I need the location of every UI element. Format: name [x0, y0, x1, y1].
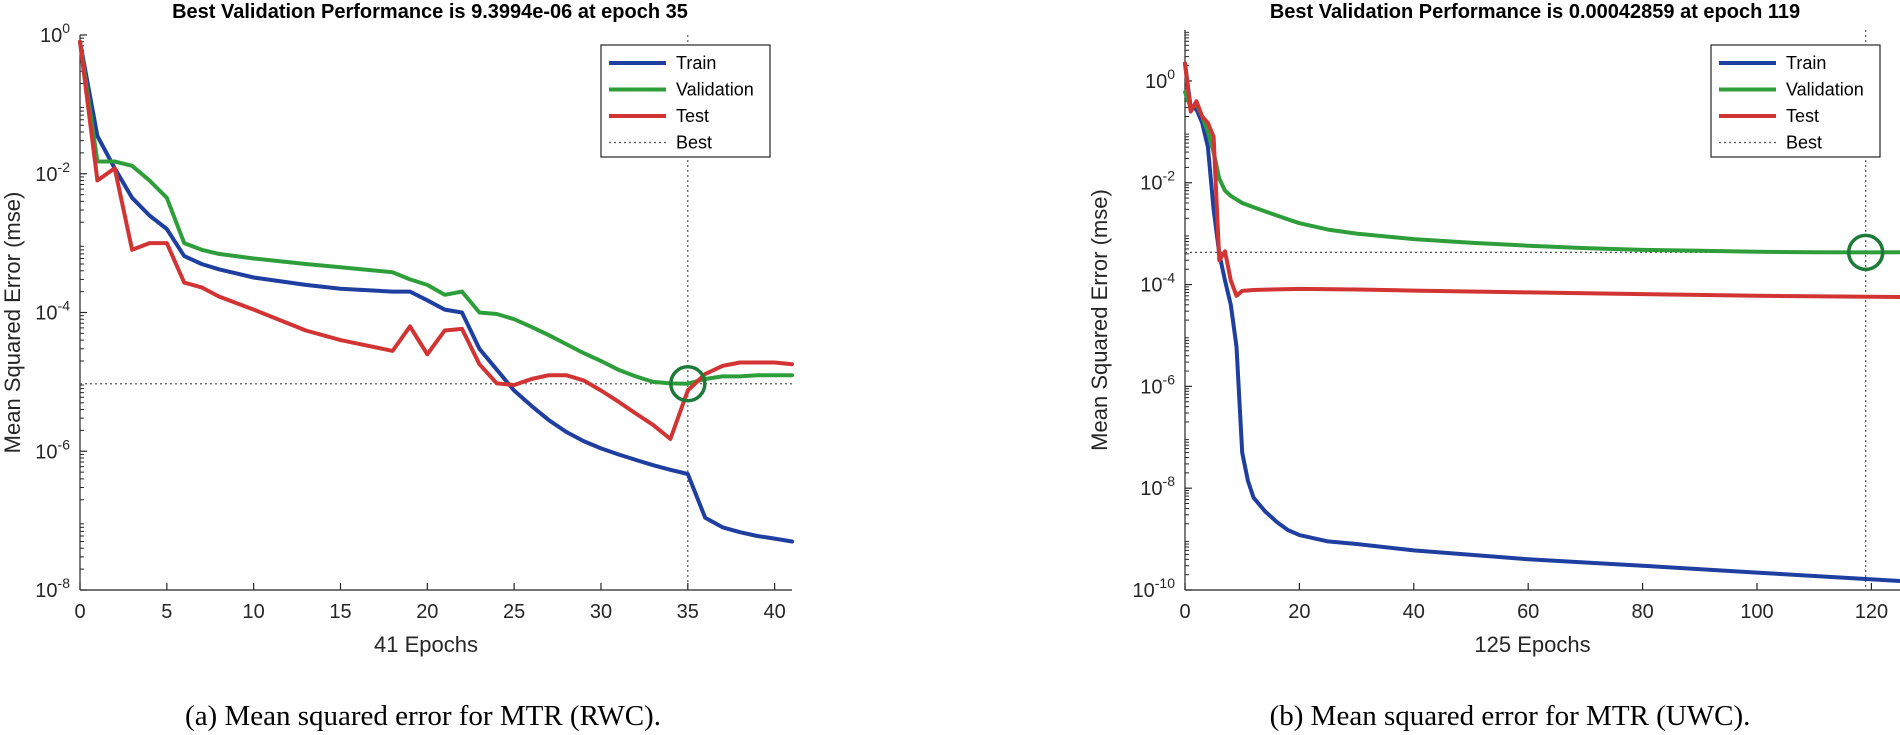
- y-tick-label: 10-2: [1140, 168, 1175, 195]
- x-tick-label: 80: [1631, 601, 1653, 623]
- legend-label-train: Train: [1786, 53, 1826, 73]
- series-line-validation: [78, 39, 794, 386]
- series-line-test: [1183, 61, 1900, 299]
- y-tick-exponent: -2: [58, 159, 71, 175]
- y-tick-label: 10-2: [35, 159, 70, 186]
- y-tick-label: 10-8: [35, 575, 70, 602]
- y-tick-base: 10: [35, 441, 57, 463]
- y-tick-label: 100: [40, 20, 70, 47]
- legend-label-best: Best: [1786, 133, 1822, 153]
- y-tick-label: 10-8: [1140, 473, 1175, 500]
- y-axis-label: Mean Squared Error (mse): [0, 192, 25, 454]
- x-tick-label: 15: [329, 601, 351, 623]
- y-tick-exponent: -8: [1163, 473, 1176, 489]
- series-line-validation: [1183, 90, 1900, 255]
- y-tick-label: 10-6: [35, 436, 70, 463]
- series-line-train: [78, 39, 794, 544]
- chart-title: Best Validation Performance is 0.0004285…: [1270, 1, 1800, 23]
- y-tick-exponent: -8: [58, 575, 71, 591]
- y-tick-label: 10-10: [1133, 575, 1176, 602]
- x-tick-label: 40: [1403, 601, 1425, 623]
- legend-label-best: Best: [676, 133, 712, 153]
- legend-label-validation: Validation: [676, 80, 754, 100]
- x-tick-label: 100: [1740, 601, 1773, 623]
- y-tick-label: 10-6: [1140, 371, 1175, 398]
- figure-caption: (a) Mean squared error for MTR (RWC).: [185, 700, 661, 732]
- y-tick-base: 10: [40, 25, 62, 47]
- y-tick-exponent: -6: [1163, 371, 1176, 387]
- best-marker-circle: [1846, 233, 1885, 272]
- figure-caption: (b) Mean squared error for MTR (UWC).: [1270, 700, 1751, 732]
- y-tick-base: 10: [1140, 376, 1162, 398]
- y-axis-label: Mean Squared Error (mse): [1087, 189, 1112, 451]
- x-axis-label: 41 Epochs: [374, 632, 478, 657]
- y-tick-base: 10: [35, 164, 57, 186]
- legend-label-train: Train: [676, 53, 716, 73]
- x-axis-label: 125 Epochs: [1474, 632, 1590, 657]
- series-line-train: [1183, 61, 1900, 583]
- y-tick-base: 10: [35, 580, 57, 602]
- y-tick-label: 10-4: [1140, 270, 1175, 297]
- x-tick-label: 120: [1855, 601, 1888, 623]
- y-tick-base: 10: [1140, 173, 1162, 195]
- series-line-test: [78, 39, 794, 441]
- y-tick-exponent: -4: [1163, 270, 1176, 286]
- y-tick-exponent: -2: [1163, 168, 1176, 184]
- y-tick-exponent: 0: [62, 20, 70, 36]
- y-tick-label: 10-4: [35, 298, 70, 325]
- x-tick-label: 40: [764, 601, 786, 623]
- x-tick-label: 10: [243, 601, 265, 623]
- chart-title: Best Validation Performance is 9.3994e-0…: [172, 1, 688, 23]
- x-tick-label: 35: [677, 601, 699, 623]
- y-tick-exponent: -4: [58, 298, 71, 314]
- y-tick-exponent: -10: [1155, 575, 1175, 591]
- legend-label-test: Test: [676, 106, 709, 126]
- y-tick-base: 10: [1145, 71, 1167, 93]
- chart-panel-a: Best Validation Performance is 9.3994e-0…: [0, 1, 794, 732]
- y-tick-base: 10: [1140, 478, 1162, 500]
- x-tick-label: 60: [1517, 601, 1539, 623]
- x-tick-label: 20: [416, 601, 438, 623]
- x-tick-label: 30: [590, 601, 612, 623]
- y-tick-base: 10: [35, 303, 57, 325]
- best-marker-circle: [669, 364, 707, 403]
- y-tick-base: 10: [1140, 275, 1162, 297]
- y-tick-base: 10: [1133, 580, 1155, 602]
- legend-label-validation: Validation: [1786, 80, 1864, 100]
- y-tick-exponent: 0: [1167, 66, 1175, 82]
- x-tick-label: 5: [161, 601, 172, 623]
- x-tick-label: 0: [1179, 601, 1190, 623]
- x-tick-label: 25: [503, 601, 525, 623]
- legend-label-test: Test: [1786, 106, 1819, 126]
- y-tick-label: 100: [1145, 66, 1175, 93]
- x-tick-label: 0: [74, 601, 85, 623]
- chart-panel-b: Best Validation Performance is 0.0004285…: [1087, 1, 1900, 732]
- x-tick-label: 20: [1288, 601, 1310, 623]
- y-tick-exponent: -6: [58, 436, 71, 452]
